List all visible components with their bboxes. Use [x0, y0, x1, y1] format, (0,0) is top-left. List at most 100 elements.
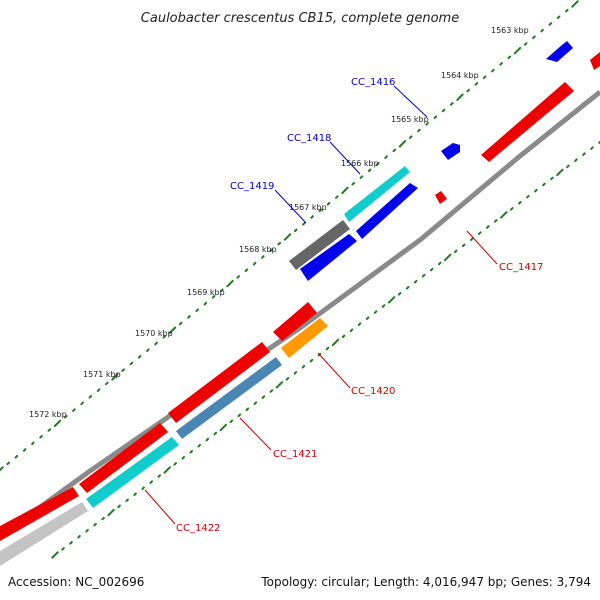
lower-scale-tick: [582, 152, 586, 156]
upper-scale-tick: [88, 395, 93, 399]
lower-scale-tick: [125, 498, 129, 503]
upper-scale-tick: [211, 295, 216, 299]
lower-scale-tick: [357, 322, 362, 326]
upper-scale-tick: [261, 255, 265, 259]
upper-scale-tick: [318, 208, 323, 213]
upper-scale-tick: [571, 0, 579, 8]
gene-cc1417-arrow[interactable]: [481, 82, 574, 162]
upper-scale-tick: [341, 186, 349, 195]
lower-scale-tick: [253, 401, 258, 405]
lower-scale-tick: [197, 443, 201, 448]
label-cc1421[interactable]: CC_1421: [273, 449, 317, 460]
lower-scale-tick: [325, 346, 330, 351]
lower-scale-tick: [381, 304, 386, 308]
upper-scale-tick: [137, 355, 142, 359]
lower-scale-tick: [413, 279, 418, 284]
scale-label-1563: 1563 kbp: [491, 26, 529, 35]
upper-scale-tick: [392, 148, 397, 153]
scale-label-1570: 1570 kbp: [135, 329, 173, 338]
gene-cc1419-gray[interactable]: [289, 220, 350, 270]
upper-scale-tick: [6, 461, 10, 466]
lower-scale-tick: [566, 164, 570, 169]
upper-scale-tick: [523, 42, 528, 46]
upper-scale-tick: [466, 88, 470, 93]
upper-scale-tick: [556, 15, 561, 20]
gene-cc1422-cyan[interactable]: [86, 437, 179, 508]
label-cc1416[interactable]: CC_1416: [351, 77, 395, 88]
lower-scale-tick: [229, 419, 234, 424]
upper-scale-tick: [513, 46, 522, 55]
label-cc1418[interactable]: CC_1418: [287, 133, 331, 144]
leader-cc1419: [274, 189, 307, 224]
lower-scale-tick: [245, 407, 250, 411]
upper-scale-tick: [283, 233, 292, 241]
leader-cc1420: [317, 352, 351, 389]
gene-cc1417-small[interactable]: [435, 191, 447, 204]
lower-scale-tick: [365, 316, 370, 320]
label-leaders: [144, 85, 498, 525]
gene-cc1416[interactable]: [344, 166, 410, 222]
upper-scale-tick: [310, 215, 314, 219]
gene-cc1421-steel[interactable]: [176, 357, 282, 439]
lower-scale-tick: [550, 176, 554, 181]
upper-scale-tick: [482, 75, 487, 79]
gene-lightgray-left[interactable]: [0, 502, 88, 566]
gene-cc1416-small[interactable]: [546, 41, 573, 62]
scale-label-1566: 1566 kbp: [341, 159, 379, 168]
upper-scale-tick: [532, 35, 536, 40]
lower-scale-tick: [526, 194, 530, 199]
scale-label-1572: 1572 kbp: [29, 410, 67, 419]
lower-scale-tick: [133, 492, 137, 496]
gene-cc1418[interactable]: [356, 183, 418, 239]
lower-scale-tick: [237, 413, 242, 418]
label-cc1422[interactable]: CC_1422: [176, 523, 220, 534]
lower-scale-tick: [510, 207, 514, 211]
upper-scale-tick: [168, 326, 177, 334]
map-title: Caulobacter crescentus CB15, complete ge…: [141, 11, 459, 26]
upper-scale-tick: [548, 22, 553, 26]
upper-scale-tick: [236, 275, 240, 279]
lower-scale-tick: [261, 395, 266, 399]
summary-text: Topology: circular; Length: 4,016,947 bp…: [260, 575, 591, 589]
upper-scale-tick: [252, 261, 257, 266]
lower-scale-tick: [556, 168, 564, 177]
upper-scale-tick: [456, 93, 464, 101]
lower-scale-tick: [189, 450, 193, 454]
gene-cc1418-small[interactable]: [441, 143, 460, 160]
upper-scale-tick: [226, 279, 234, 288]
upper-scale-tick: [96, 388, 101, 392]
upper-scale-tick: [507, 55, 512, 59]
label-cc1419[interactable]: CC_1419: [230, 181, 274, 192]
upper-scale-tick: [244, 268, 249, 273]
gene-cc1421[interactable]: [168, 342, 270, 423]
label-cc1420[interactable]: CC_1420: [351, 386, 395, 397]
upper-scale-tick: [417, 128, 421, 133]
lower-scale-tick: [421, 273, 426, 278]
scale-label-1564: 1564 kbp: [441, 71, 479, 80]
lower-scale-tick: [437, 261, 442, 266]
lower-scale-tick: [61, 547, 65, 551]
lower-scale-tick: [500, 211, 508, 219]
gene-cc1422[interactable]: [79, 423, 168, 493]
lower-scale-tick: [478, 231, 482, 235]
upper-scale-tick: [53, 419, 62, 428]
lower-scale-tick: [275, 381, 284, 389]
upper-scale-tick: [384, 155, 388, 159]
gene-labels: CC_1416 CC_1418 CC_1419 CC_1417 CC_1420 …: [176, 77, 543, 534]
lower-scale-tick: [301, 364, 306, 369]
upper-scale-tick: [277, 241, 282, 246]
scale-ticks: [0, 0, 600, 559]
gene-red-left[interactable]: [0, 487, 79, 541]
gene-cc1420[interactable]: [273, 302, 317, 341]
upper-scale-tick: [491, 68, 495, 73]
gene-cc1419[interactable]: [300, 234, 357, 281]
leader-cc1417: [466, 230, 498, 265]
lower-scale-tick: [141, 486, 145, 490]
lower-scale-tick: [405, 286, 410, 290]
reverse-strand-genes: [0, 191, 447, 566]
scale-label-1569: 1569 kbp: [187, 288, 225, 297]
upper-scale-tick: [187, 315, 191, 319]
gene-cc1417-edge[interactable]: [590, 52, 600, 70]
gene-cc1420-orange[interactable]: [281, 318, 328, 358]
label-cc1417[interactable]: CC_1417: [499, 262, 543, 273]
